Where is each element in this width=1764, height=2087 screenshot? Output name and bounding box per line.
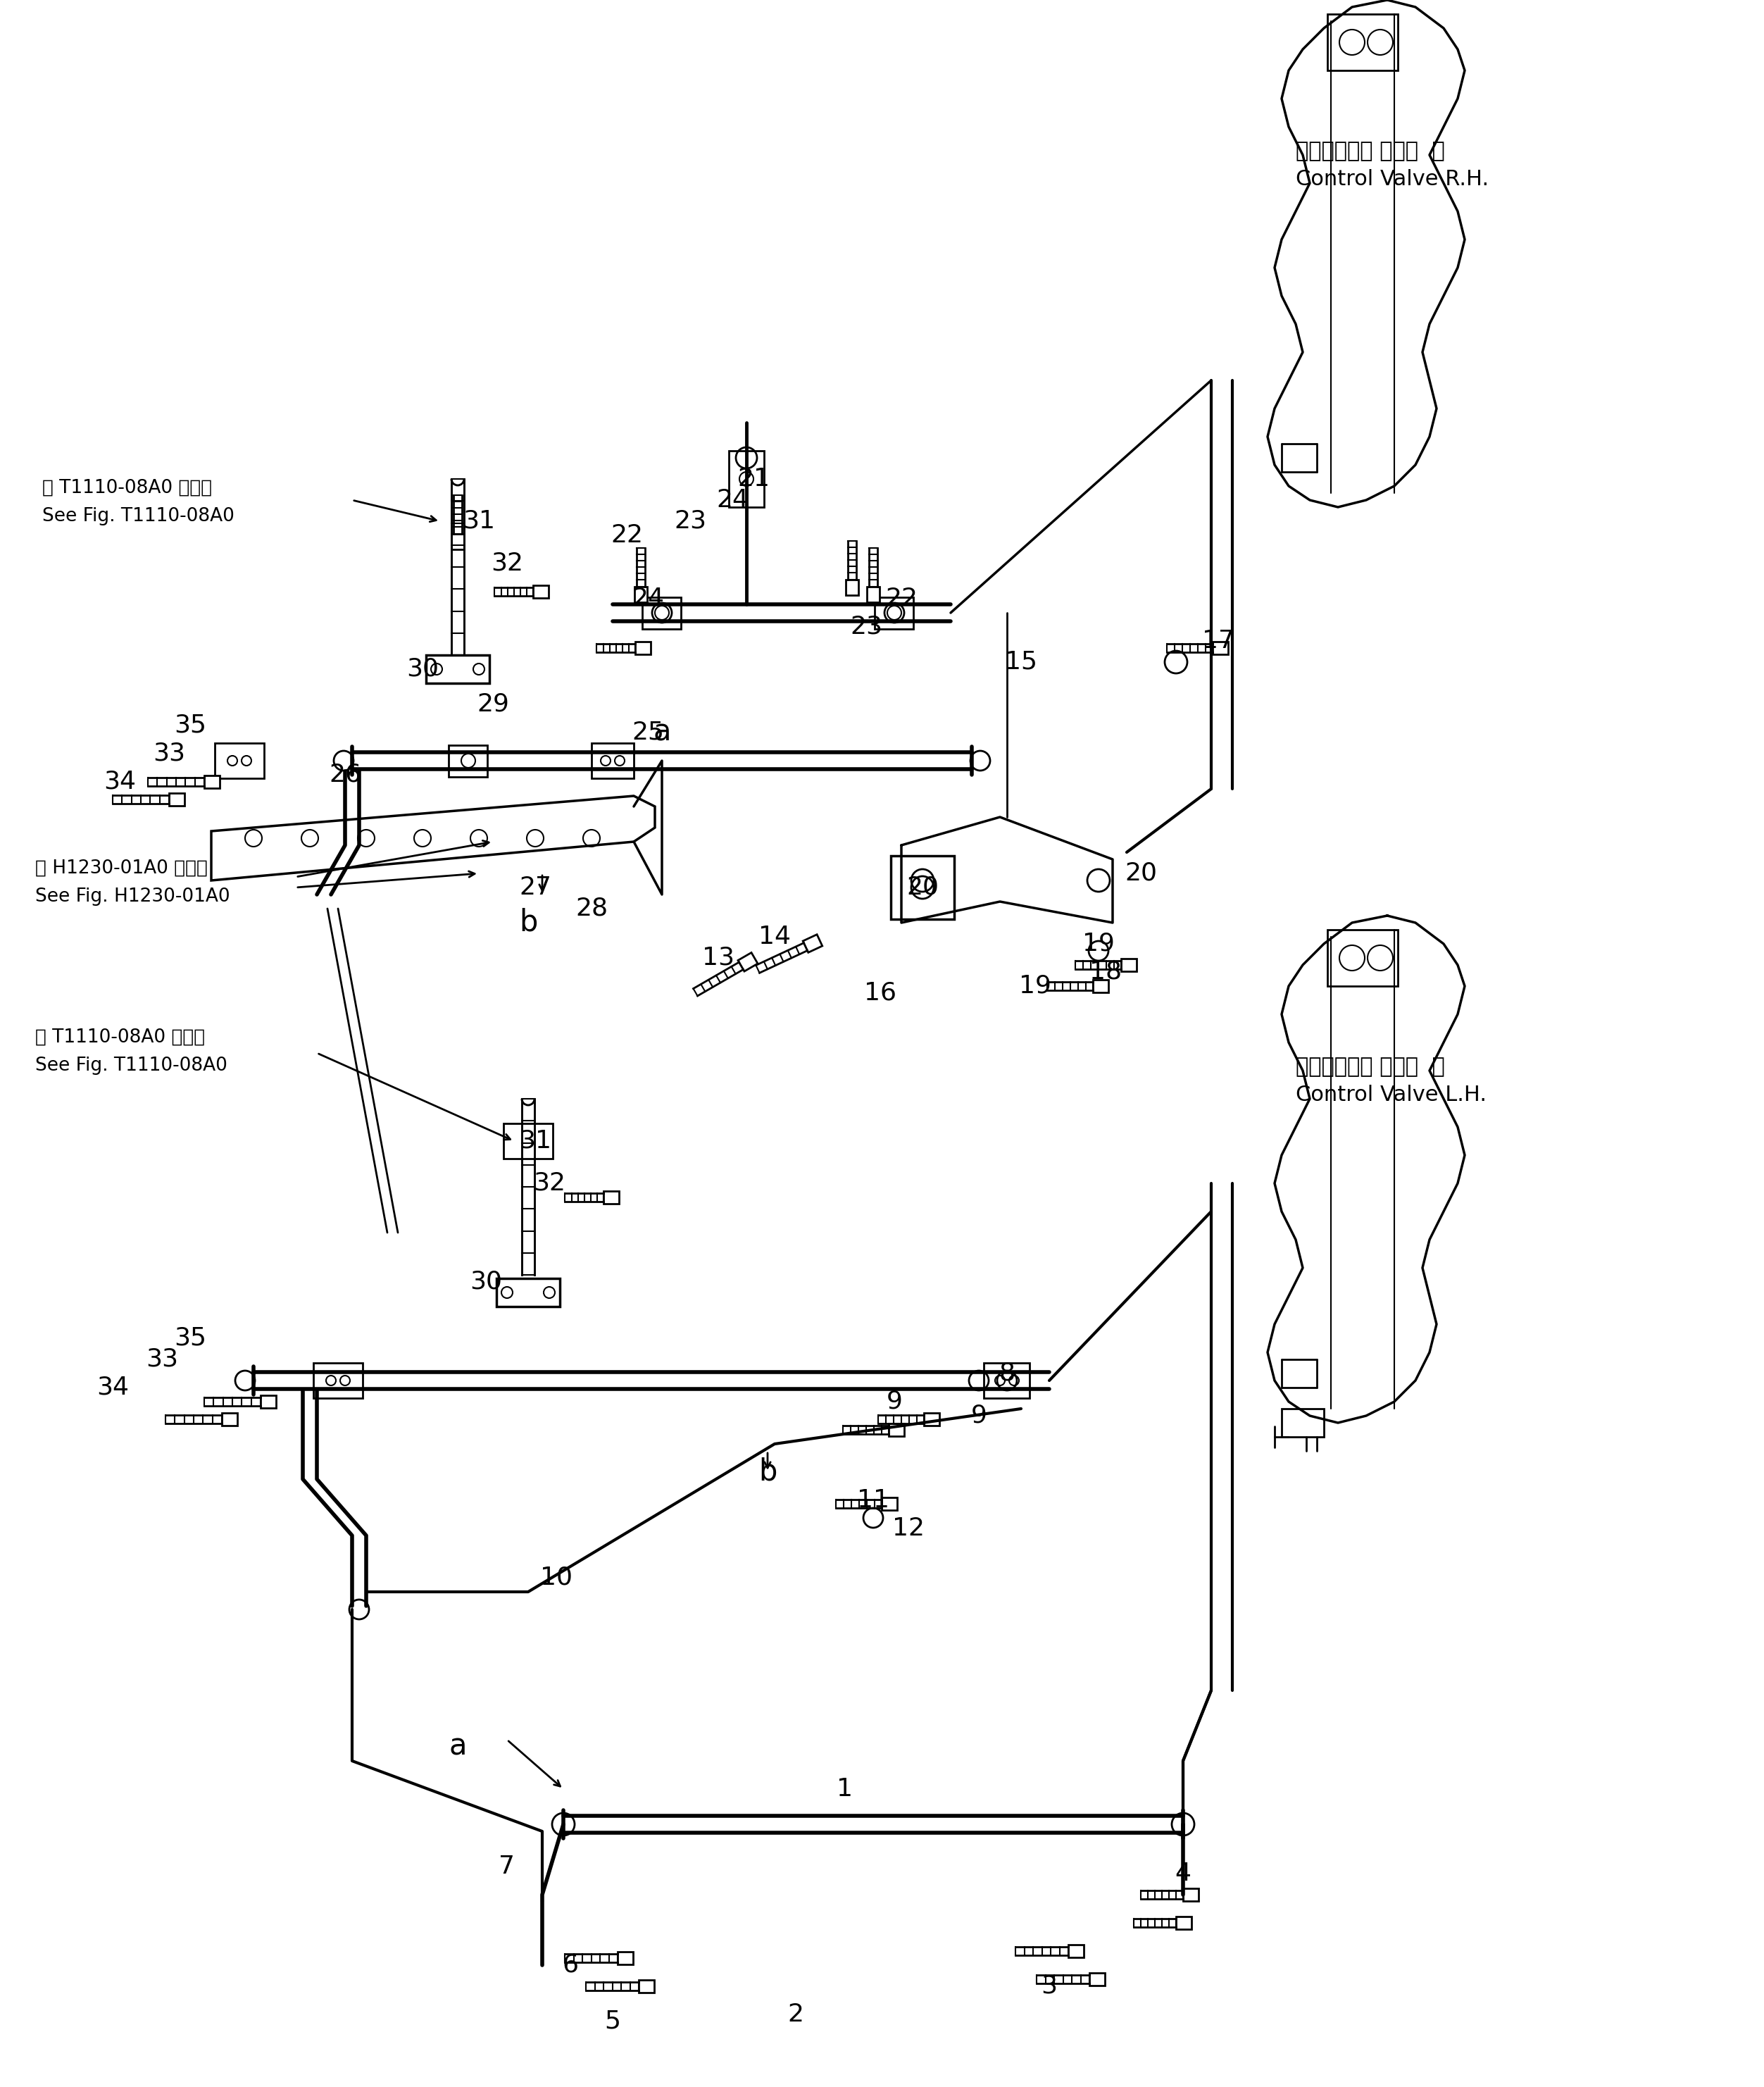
Polygon shape (635, 586, 647, 601)
Text: 31: 31 (462, 509, 496, 532)
Text: 21: 21 (737, 467, 769, 490)
Text: 10: 10 (540, 1565, 573, 1590)
Text: 22: 22 (886, 586, 917, 611)
Text: 29: 29 (476, 693, 510, 716)
Text: 32: 32 (490, 551, 524, 576)
Polygon shape (603, 1192, 619, 1204)
Polygon shape (737, 952, 759, 970)
Text: 34: 34 (97, 1375, 129, 1400)
Polygon shape (1214, 641, 1228, 655)
Polygon shape (1069, 1945, 1085, 1958)
Polygon shape (889, 1423, 905, 1436)
Text: 14: 14 (759, 925, 790, 950)
Text: 20: 20 (907, 877, 938, 899)
Polygon shape (533, 584, 549, 599)
Text: 第 H1230-01A0 図参照: 第 H1230-01A0 図参照 (35, 860, 208, 879)
Text: 2: 2 (789, 2004, 804, 2026)
Text: See Fig. T1110-08A0: See Fig. T1110-08A0 (42, 507, 235, 526)
Polygon shape (222, 1413, 238, 1425)
Polygon shape (1122, 958, 1138, 970)
Text: 18: 18 (1090, 960, 1122, 983)
Text: 27: 27 (519, 877, 552, 899)
Text: 3: 3 (1041, 1974, 1057, 1997)
Text: 17: 17 (1201, 628, 1235, 653)
Text: 25: 25 (632, 720, 663, 745)
Text: 26: 26 (328, 764, 362, 787)
Text: 13: 13 (702, 945, 734, 970)
Text: 33: 33 (153, 741, 185, 766)
Polygon shape (635, 641, 651, 655)
Polygon shape (205, 776, 220, 789)
Text: コントロール バルブ  右: コントロール バルブ 右 (1297, 140, 1445, 161)
Text: 16: 16 (864, 981, 896, 1006)
Polygon shape (617, 1951, 633, 1964)
Text: See Fig. T1110-08A0: See Fig. T1110-08A0 (35, 1056, 228, 1075)
Text: 35: 35 (175, 714, 206, 737)
Text: 24: 24 (632, 586, 663, 611)
Polygon shape (803, 935, 822, 952)
Text: 22: 22 (610, 524, 642, 547)
Text: 8: 8 (998, 1361, 1014, 1386)
Text: a: a (653, 718, 670, 747)
Text: 31: 31 (519, 1129, 552, 1152)
Text: 1: 1 (836, 1778, 854, 1801)
Polygon shape (639, 1981, 654, 1993)
Polygon shape (1090, 1972, 1106, 1985)
Text: 30: 30 (469, 1271, 503, 1294)
Text: Control Valve L.H.: Control Valve L.H. (1297, 1085, 1487, 1106)
Text: 30: 30 (406, 657, 439, 680)
Text: 24: 24 (716, 488, 748, 511)
Text: 23: 23 (674, 509, 706, 532)
Text: Control Valve R.H.: Control Valve R.H. (1297, 169, 1489, 190)
Text: 9: 9 (970, 1405, 986, 1428)
Polygon shape (169, 793, 185, 806)
Text: 19: 19 (1083, 933, 1115, 956)
Text: コントロール バルブ  左: コントロール バルブ 左 (1297, 1056, 1445, 1077)
Text: 5: 5 (605, 2010, 621, 2033)
Text: a: a (448, 1732, 467, 1761)
Text: 34: 34 (104, 770, 136, 793)
Text: 20: 20 (1125, 862, 1157, 885)
Text: 23: 23 (850, 616, 882, 639)
Polygon shape (1094, 979, 1110, 993)
Polygon shape (882, 1498, 898, 1511)
Text: 第 T1110-08A0 図参照: 第 T1110-08A0 図参照 (35, 1029, 205, 1048)
Polygon shape (866, 586, 880, 601)
Polygon shape (261, 1396, 275, 1409)
Polygon shape (845, 580, 859, 595)
Text: 28: 28 (575, 897, 609, 920)
Text: 12: 12 (893, 1517, 924, 1540)
Text: 19: 19 (1020, 975, 1051, 998)
Text: b: b (759, 1457, 776, 1486)
Text: 15: 15 (1005, 651, 1037, 674)
Polygon shape (452, 534, 464, 549)
Text: See Fig. H1230-01A0: See Fig. H1230-01A0 (35, 887, 229, 906)
Text: 第 T1110-08A0 図参照: 第 T1110-08A0 図参照 (42, 478, 212, 497)
Text: 33: 33 (146, 1348, 178, 1371)
Polygon shape (924, 1413, 940, 1425)
Text: 35: 35 (175, 1327, 206, 1350)
Text: 4: 4 (1175, 1862, 1191, 1885)
Polygon shape (1177, 1916, 1191, 1928)
Text: 11: 11 (857, 1488, 889, 1513)
Text: 9: 9 (886, 1390, 903, 1413)
Text: b: b (519, 908, 538, 937)
Polygon shape (1184, 1889, 1198, 1901)
Text: 32: 32 (533, 1171, 566, 1196)
Text: 6: 6 (563, 1953, 579, 1976)
Text: 7: 7 (499, 1855, 515, 1878)
